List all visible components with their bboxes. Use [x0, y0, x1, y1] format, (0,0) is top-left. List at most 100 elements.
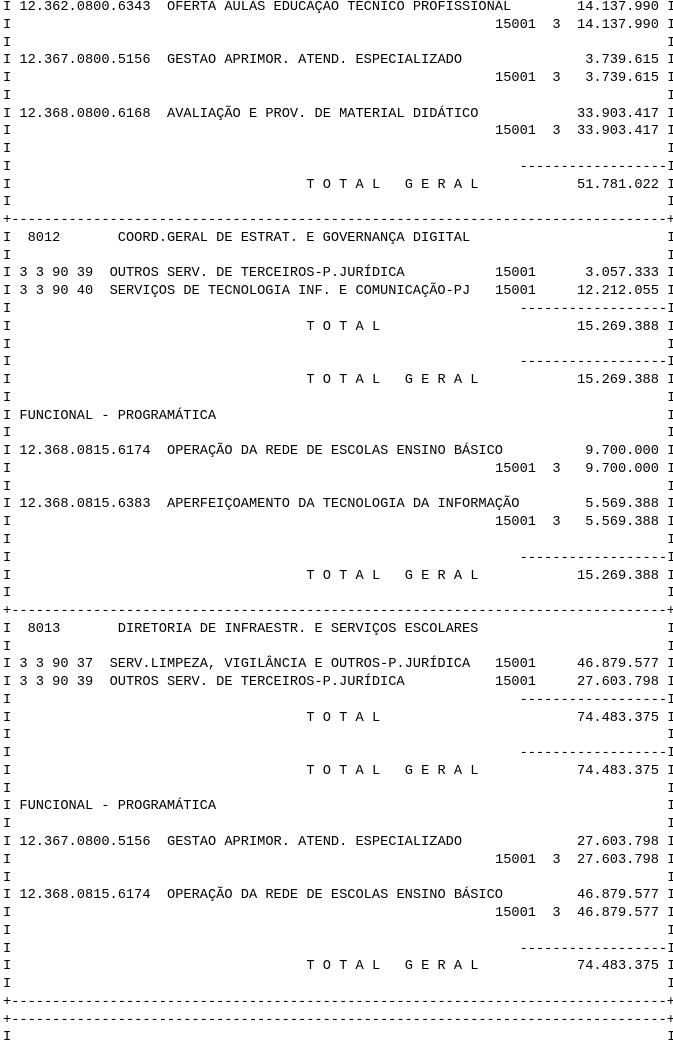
left-border: I [3, 195, 12, 211]
left-border: I [3, 88, 12, 104]
report-line-item: I I 12.368.0815.6383 APERFEIÇOAMENTO DA TEC… [3, 496, 673, 514]
unit-code: 8012 [27, 230, 61, 246]
left-border: I [3, 906, 12, 922]
source-code: 15001 [495, 71, 536, 87]
right-border: I [667, 959, 673, 975]
report-line-separator: +---------------------------------------… [3, 603, 673, 621]
subtotal-rule: ------------------ [519, 355, 668, 371]
report-line-item: I I 12.362.0800.6343 OFERTA AULAS EDUCAÇÃO … [3, 0, 673, 17]
report-line-total: I I T O T A L 15.269.388 [3, 319, 673, 337]
left-border: I [3, 106, 12, 122]
left-border: I [3, 0, 12, 15]
subtotal-rule: ------------------ [519, 746, 668, 762]
left-border: I [3, 302, 12, 318]
action-description: AVALIAÇÃO E PROV. DE MATERIAL DIDÁTICO [167, 106, 479, 122]
left-border: I [3, 532, 12, 548]
right-border: I [667, 692, 673, 708]
functional-code: 12.368.0815.6174 [19, 888, 151, 904]
right-border: I [667, 284, 673, 300]
action-description: APERFEIÇOAMENTO DA TECNOLOGIA DA INFORMA… [167, 497, 520, 513]
right-border: I [667, 390, 673, 406]
right-border: I [667, 746, 673, 762]
right-border: I [667, 728, 673, 744]
action-description: GESTAO APRIMOR. ATEND. ESPECIALIZADO [167, 834, 463, 850]
left-border: I [3, 586, 12, 602]
right-border: I [667, 639, 673, 655]
report-line-item: I I 12.368.0800.6168 AVALIAÇÃO E PROV. DE M… [3, 106, 673, 124]
expense-code: 3 3 90 39 [19, 675, 94, 691]
left-border: I [3, 923, 12, 939]
separator-rule: +---------------------------------------… [3, 213, 673, 229]
unit-code: 8013 [27, 621, 61, 637]
right-border: I [667, 710, 673, 726]
amount: 33.903.417 [577, 124, 659, 140]
right-border: I [667, 479, 673, 495]
right-border: I [667, 888, 673, 904]
right-border: I [667, 817, 673, 833]
right-border: I [667, 532, 673, 548]
right-border: I [667, 266, 673, 282]
left-border: I [3, 746, 12, 762]
separator-rule: +---------------------------------------… [3, 1012, 673, 1028]
left-border: I [3, 177, 12, 193]
amount: 46.879.577 [577, 888, 659, 904]
amount: 33.903.417 [577, 106, 659, 122]
report-line-total: I I T O T A L G E R A L 51.781.022 [3, 177, 673, 195]
left-border: I [3, 817, 12, 833]
left-border: I [3, 621, 12, 637]
right-border: I [667, 142, 673, 158]
subtotal-rule: ------------------ [519, 302, 668, 318]
source-code: 15001 [495, 906, 536, 922]
right-border: I [667, 106, 673, 122]
total-label: T O T A L [306, 319, 381, 335]
report-line-item: I I 12.368.0815.6174 OPERAÇÃO DA REDE DE ES… [3, 443, 673, 461]
report-line-total: I I T O T A L G E R A L 15.269.388 [3, 568, 673, 586]
left-border: I [3, 444, 12, 460]
right-border: I [667, 550, 673, 566]
left-border: I [3, 639, 12, 655]
left-border: I [3, 728, 12, 744]
left-border: I [3, 53, 12, 69]
left-border: I [3, 390, 12, 406]
right-border: I [667, 515, 673, 531]
left-border: I [3, 692, 12, 708]
section-heading: FUNCIONAL - PROGRAMÁTICA [19, 799, 217, 815]
right-border: I [667, 426, 673, 442]
total-label: T O T A L G E R A L [306, 177, 479, 193]
amount: 27.603.798 [577, 852, 659, 868]
modality: 3 [552, 17, 561, 33]
right-border: I [667, 781, 673, 797]
expense-description: OUTROS SERV. DE TERCEIROS-P.JURÍDICA [109, 266, 405, 282]
expense-code: 3 3 90 39 [19, 266, 94, 282]
right-border: I [667, 337, 673, 353]
right-border: I [667, 88, 673, 104]
amount: 3.739.615 [585, 53, 659, 69]
left-border: I [3, 230, 12, 246]
report-line-rule: I I ------------------ [3, 159, 673, 177]
right-border: I [667, 568, 673, 584]
source-code: 15001 [495, 17, 536, 33]
functional-code: 12.368.0815.6174 [19, 444, 151, 460]
report-line-heading: I I FUNCIONAL - PROGRAMÁTICA [3, 798, 673, 816]
amount: 46.879.577 [577, 657, 659, 673]
report-line-unit: I I 8013 DIRETORIA DE INFRAESTR. E SERVIÇOS… [3, 621, 673, 639]
amount: 14.137.990 [577, 17, 659, 33]
expense-code: 3 3 90 37 [19, 657, 94, 673]
right-border: I [667, 230, 673, 246]
right-border: I [667, 763, 673, 779]
source-code: 15001 [495, 657, 536, 673]
left-border: I [3, 159, 12, 175]
separator-rule: +---------------------------------------… [3, 604, 673, 620]
right-border: I [667, 923, 673, 939]
report-line-item: I I 12.368.0815.6174 OPERAÇÃO DA REDE DE ES… [3, 887, 673, 905]
left-border: I [3, 408, 12, 424]
total-label: T O T A L G E R A L [306, 568, 479, 584]
action-description: OFERTA AULAS EDUCAÇÃO TÉCNICO PROFISSION… [167, 0, 512, 15]
right-border: I [667, 497, 673, 513]
